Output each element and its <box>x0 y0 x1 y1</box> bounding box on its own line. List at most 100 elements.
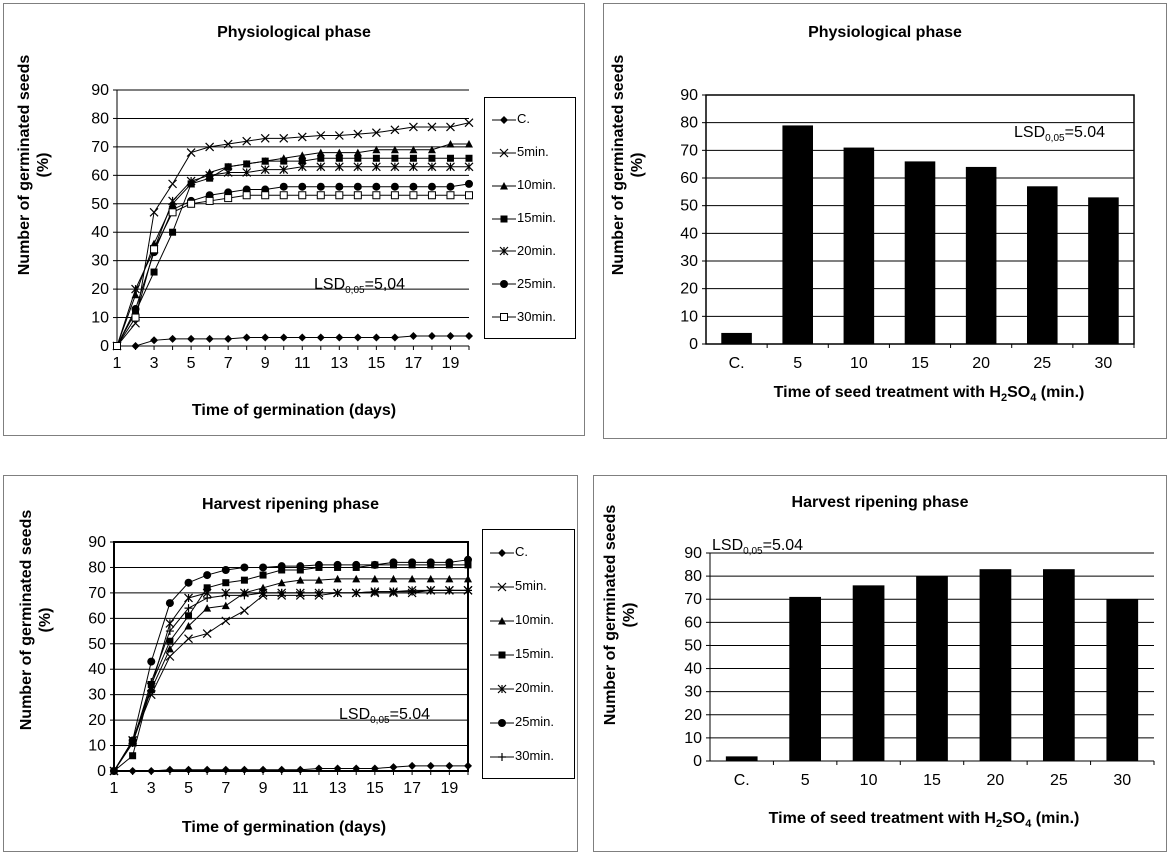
data-point <box>409 145 418 154</box>
x-tick-label: 19 <box>440 780 458 797</box>
data-point <box>372 191 381 200</box>
legend-item: C. <box>489 544 528 562</box>
data-point <box>389 574 398 583</box>
data-point <box>354 154 362 162</box>
y-tick-label: 60 <box>680 170 698 187</box>
data-point <box>297 132 307 142</box>
chart-panel-harvest-line: Harvest ripening phase 0 10 20 30 40 50 60 70 80… <box>3 475 578 852</box>
legend-marker <box>499 148 509 158</box>
x-tick-label: C. <box>734 772 750 789</box>
data-point <box>296 588 305 597</box>
series-1 <box>110 761 472 775</box>
data-point <box>298 151 307 159</box>
data-point <box>165 627 174 636</box>
y-tick-label: 30 <box>680 253 698 270</box>
y-tick-label: 30 <box>91 253 109 270</box>
data-point <box>465 179 473 188</box>
data-point <box>389 587 398 596</box>
x-tick-label: 20 <box>987 772 1005 789</box>
series-2 <box>112 118 474 351</box>
data-point <box>372 182 381 191</box>
legend-marker <box>500 215 508 223</box>
data-point <box>166 637 174 645</box>
y-tick-label: 80 <box>680 115 698 132</box>
legend-swatch <box>492 246 516 256</box>
legend-label: 30min. <box>517 308 557 324</box>
x-tick-label: 7 <box>224 355 233 372</box>
data-point <box>427 162 437 172</box>
series-6 <box>110 555 472 775</box>
x-tick-label: 30 <box>1113 772 1131 789</box>
data-point <box>184 634 193 644</box>
data-point <box>297 162 307 172</box>
data-point <box>260 133 270 143</box>
data-point <box>184 593 193 603</box>
plot-frame <box>113 541 469 772</box>
legend-marker <box>497 684 507 693</box>
bar <box>1106 599 1139 761</box>
lsd-annotation: LSD0,05=5.04 <box>712 537 804 558</box>
legend-label: 20min. <box>515 680 555 695</box>
x-tick-label: 25 <box>1050 772 1068 789</box>
y-axis-label-line2: (%) <box>35 152 52 178</box>
lsd-annotation: LSD0,05=5,04 <box>314 276 406 297</box>
y-axis-label: Number of germinated seeds (%) <box>601 465 639 765</box>
data-point <box>298 157 306 165</box>
chart-panel-harvest-bar: Harvest ripening phase 0 10 20 30 40 50 60 70 80… <box>593 475 1167 852</box>
bar <box>1043 569 1075 761</box>
legend-item: 30min. <box>491 309 556 327</box>
data-point <box>165 599 174 608</box>
data-point <box>464 555 472 564</box>
legend-item: 20min. <box>489 680 554 698</box>
data-point <box>221 601 230 610</box>
y-tick-label: 30 <box>684 684 702 701</box>
y-tick-label: 20 <box>684 707 702 724</box>
legend-marker <box>500 313 508 322</box>
data-point <box>446 182 455 191</box>
y-tick-label: 20 <box>88 712 106 729</box>
data-point <box>277 765 286 774</box>
data-point <box>353 129 363 139</box>
data-point <box>353 162 363 172</box>
chart-title: Physiological phase <box>808 24 962 41</box>
data-point <box>165 652 175 661</box>
data-point <box>147 677 156 686</box>
data-point <box>113 342 121 350</box>
data-point <box>408 587 417 596</box>
y-tick-label: 20 <box>91 281 109 298</box>
data-point <box>203 765 212 774</box>
bar-chart: 0 10 20 30 40 50 60 70 80 90 C. 5 10 15 20 25 30 <box>684 545 1155 789</box>
data-point <box>314 576 323 584</box>
y-axis-label-line2: (%) <box>37 607 54 633</box>
legend-label: C. <box>515 544 528 559</box>
data-point <box>335 148 344 157</box>
bar <box>721 332 752 344</box>
y-axis-label: Number of germinated seeds (%) <box>15 15 53 315</box>
data-point <box>187 334 196 343</box>
x-tick-label: 10 <box>850 355 868 372</box>
data-point <box>408 162 418 172</box>
series-line <box>116 122 470 347</box>
grid <box>117 89 469 319</box>
data-point <box>169 228 177 236</box>
data-point <box>464 574 472 583</box>
data-point <box>224 163 232 171</box>
data-point <box>370 560 379 569</box>
data-point <box>409 182 418 191</box>
x-tick-label: 15 <box>911 355 929 372</box>
x-tick-label: 13 <box>330 355 348 372</box>
data-point <box>445 574 454 583</box>
data-point <box>390 125 400 135</box>
y-axis-label-line1: Number of germinated seeds <box>18 509 35 731</box>
data-point <box>168 179 178 189</box>
legend-item: 30min. <box>489 748 554 766</box>
data-point <box>446 191 455 200</box>
data-point <box>426 574 435 583</box>
legend-marker <box>500 181 508 190</box>
data-point <box>260 165 270 175</box>
data-point <box>242 191 251 200</box>
data-point <box>426 761 435 770</box>
data-point <box>390 333 399 342</box>
data-point <box>149 207 159 217</box>
